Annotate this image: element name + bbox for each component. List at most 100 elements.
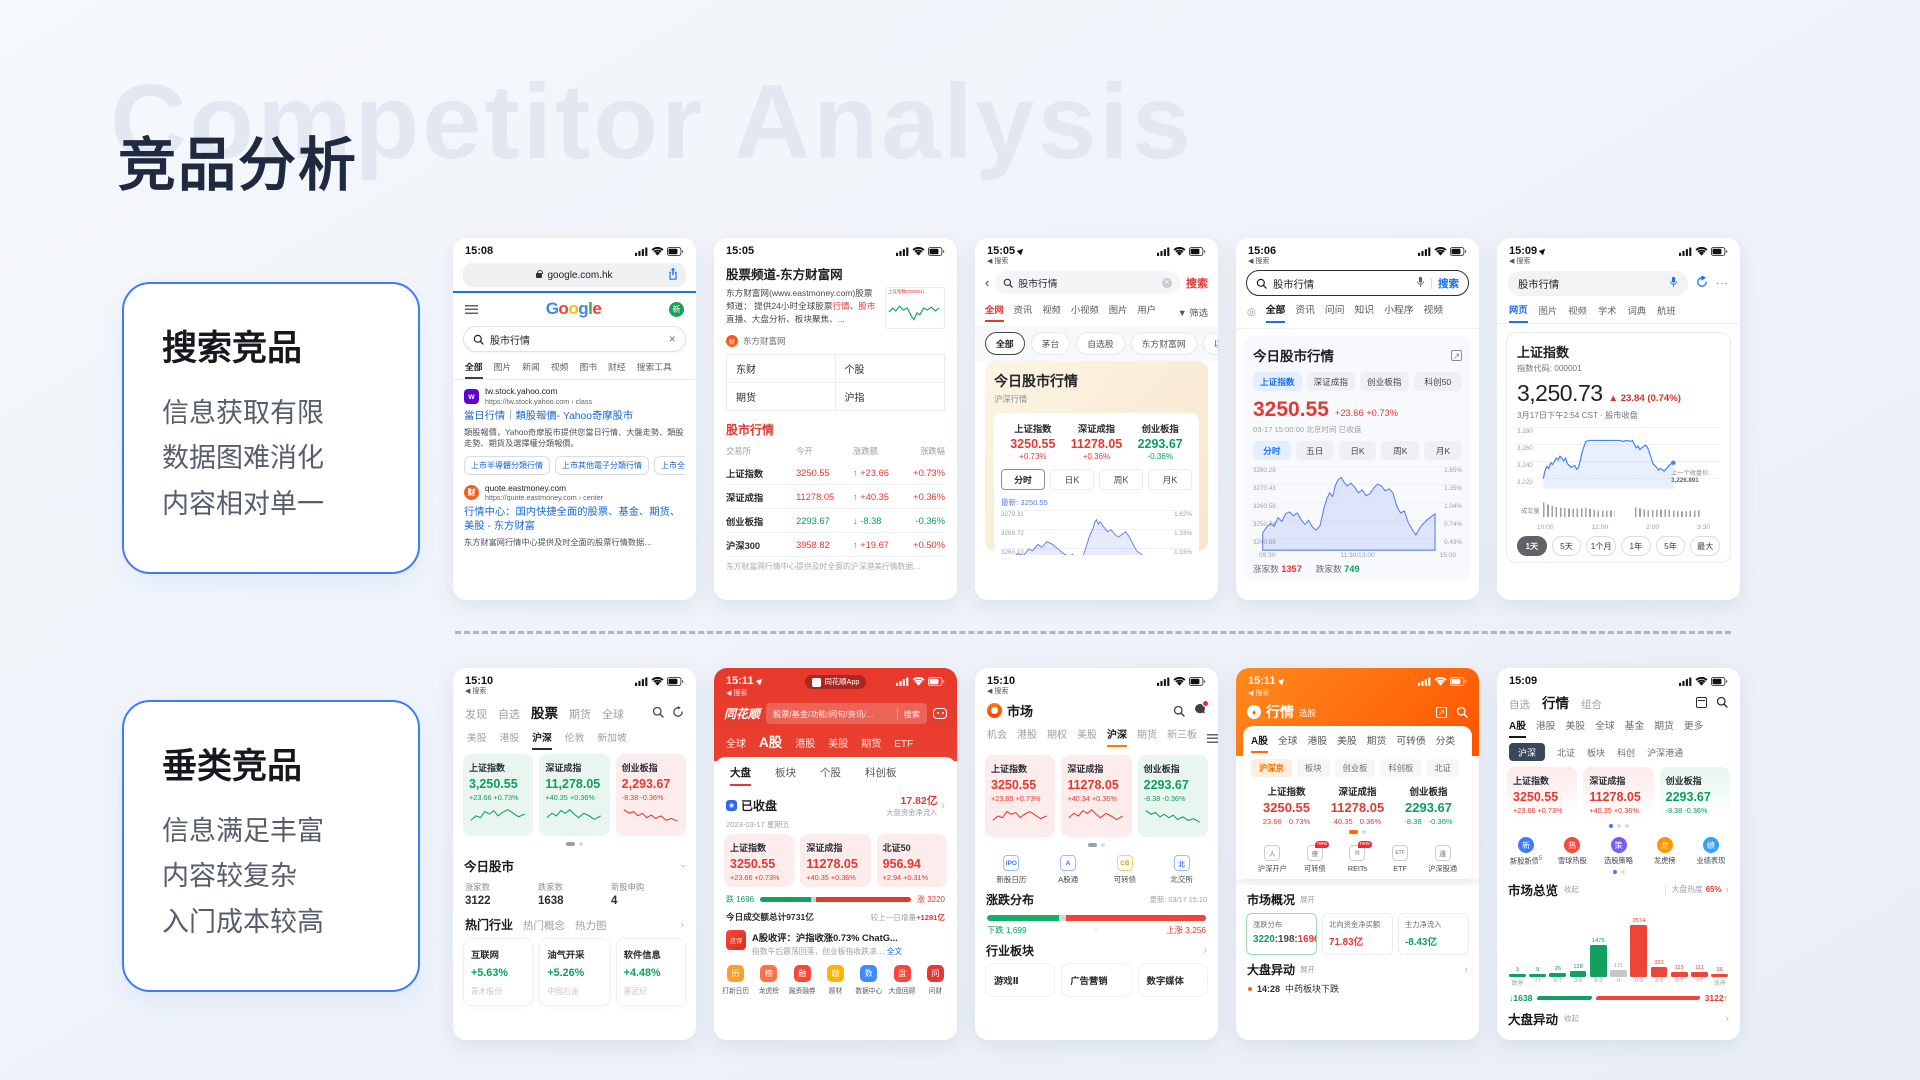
result-tab[interactable]: 搜索工具 xyxy=(636,362,672,372)
expand-toggle[interactable]: 展开 xyxy=(1300,965,1316,974)
calendar-icon[interactable] xyxy=(1696,696,1707,708)
search-tab[interactable]: 视频 xyxy=(1423,305,1444,316)
market-tab[interactable]: 港股 xyxy=(1017,730,1037,741)
nav-tab[interactable]: 行情 xyxy=(1542,696,1569,711)
board-chip[interactable]: 北证 xyxy=(1557,747,1576,758)
review-title[interactable]: A股收评：沪指收涨0.73% ChatG... xyxy=(752,933,898,943)
shortcut-item[interactable]: 题题材 xyxy=(820,965,851,995)
feature-item[interactable]: 人沪深开户 xyxy=(1251,845,1294,874)
expand-toggle[interactable]: 展开 xyxy=(1300,895,1316,904)
kline-tab[interactable]: 分时 xyxy=(1001,469,1045,490)
share-icon[interactable]: ↗ xyxy=(1436,706,1447,718)
market-tab[interactable]: 美股 xyxy=(467,733,487,744)
board-tab[interactable]: 科创板 xyxy=(865,767,897,779)
assistant-robot-icon[interactable] xyxy=(933,708,947,719)
market-heat[interactable]: 大盘热度 65% › xyxy=(1664,883,1729,896)
board-chip[interactable]: 沪深京 xyxy=(1251,759,1292,777)
range-tab[interactable]: 1年 xyxy=(1621,536,1651,556)
search-tab[interactable]: 问问 xyxy=(1324,305,1345,316)
back-to-app-label[interactable]: ◀ 搜索 xyxy=(1248,258,1270,265)
sector-card[interactable]: 游戏Ⅱ xyxy=(985,963,1056,997)
browser-address-bar[interactable]: google.com.hk xyxy=(463,263,686,287)
hot-tab[interactable]: 热力图 xyxy=(575,920,607,932)
board-chip[interactable]: 科创板 xyxy=(1380,759,1422,777)
feature-item[interactable]: CB 可转债 xyxy=(1097,855,1154,885)
result-tab[interactable]: 全部 xyxy=(465,360,483,379)
index-card[interactable]: 北证50 956.94 +2.94 +0.31% xyxy=(876,834,947,887)
sector-card[interactable]: 广告营销 xyxy=(1061,963,1132,997)
feature-item[interactable]: 龙龙虎榜 xyxy=(1642,837,1688,866)
main-inflow-card[interactable]: 主力净流入 -8.43亿 xyxy=(1398,913,1469,955)
quick-link[interactable]: 沪指 xyxy=(844,393,865,404)
search-tab[interactable]: 全网 xyxy=(985,302,1004,322)
clear-icon[interactable]: ✕ xyxy=(1162,277,1172,288)
index-card[interactable]: 上证指数 3250.55 +23.65 +0.73% xyxy=(985,755,1056,837)
market-tab[interactable]: 美股 xyxy=(1337,736,1357,747)
index-item[interactable]: 上证指数 3250.55 +0.73% xyxy=(1010,424,1056,461)
feature-item[interactable]: 新新股新债5 xyxy=(1503,837,1549,866)
market-tab[interactable]: 可转债 xyxy=(1396,736,1426,747)
collapse-toggle[interactable]: 收起 xyxy=(1564,1014,1580,1024)
market-tab[interactable]: A股 xyxy=(1509,718,1526,738)
market-review[interactable]: 点评 A股收评：沪指收涨0.73% ChatG... 指数午后震荡回落，创业板指… xyxy=(714,923,957,957)
chevron-down-icon[interactable]: › xyxy=(677,863,690,868)
refresh-icon[interactable] xyxy=(672,706,684,718)
shortcut-item[interactable]: 融融资融券 xyxy=(787,965,818,995)
chevron-right-icon[interactable]: › xyxy=(1464,963,1468,976)
back-to-app-label[interactable]: ◀ 搜索 xyxy=(726,690,748,697)
mic-icon[interactable] xyxy=(1416,276,1425,291)
hot-sector-card[interactable]: 油气开采 +5.26% 中国石油 xyxy=(539,938,610,1006)
hot-sector-card[interactable]: 软件信息 +4.48% 寒武纪 xyxy=(615,938,686,1006)
hamburger-menu-icon[interactable] xyxy=(465,304,478,314)
range-tab[interactable]: 1个月 xyxy=(1586,536,1617,556)
search-tab[interactable]: 资讯 xyxy=(1013,305,1033,315)
quick-link[interactable]: 个股 xyxy=(835,355,944,383)
suggestion-chip[interactable]: 以岭药业 xyxy=(1202,332,1218,355)
market-tab[interactable]: 新三板 xyxy=(1167,730,1197,741)
back-to-app-label[interactable]: ◀ 搜索 xyxy=(465,688,487,695)
market-tab[interactable]: 全球 xyxy=(726,739,746,750)
shortcut-item[interactable]: 历打新日历 xyxy=(720,965,751,995)
board-chip[interactable]: 板块 xyxy=(1587,747,1606,758)
search-tab[interactable]: 小视频 xyxy=(1070,305,1099,315)
index-card[interactable]: 深证成指 11278.05 +40.34 +0.36% xyxy=(1061,755,1132,837)
more-tabs-icon[interactable] xyxy=(1207,734,1218,743)
market-tab[interactable]: 沪深 xyxy=(1107,726,1127,747)
range-tab[interactable]: 5天 xyxy=(1551,536,1582,556)
chevron-right-icon[interactable]: › xyxy=(680,918,684,931)
market-tab[interactable]: 期货 xyxy=(1654,721,1674,732)
search-button[interactable]: 搜索 xyxy=(896,707,920,720)
kline-tab[interactable]: 分时 xyxy=(1253,441,1291,460)
index-card[interactable]: 创业板指 2293.67 -8.38 -0.36% xyxy=(1659,767,1730,820)
search-tab[interactable]: 用户 xyxy=(1137,305,1156,315)
market-tab[interactable]: 伦敦 xyxy=(564,733,585,744)
market-tab[interactable]: 期货 xyxy=(861,739,882,750)
search-tab[interactable]: 资讯 xyxy=(1295,305,1315,316)
search-result[interactable]: 财 quote.eastmoney.com https://quote.east… xyxy=(464,483,685,502)
sitelink-chip[interactable]: 上市全部 xyxy=(654,455,685,475)
search-button[interactable]: 搜索 xyxy=(1186,277,1208,290)
range-tab[interactable]: 最大 xyxy=(1690,536,1721,556)
board-chip[interactable]: 创业板 xyxy=(1334,759,1376,777)
messages-icon[interactable] xyxy=(1194,699,1209,720)
result-tab[interactable]: 图书 xyxy=(579,362,598,372)
sitelink-chip[interactable]: 上市半導體分類行情 xyxy=(464,455,550,475)
search-input[interactable]: 股市行情 xyxy=(1508,271,1688,296)
more-icon[interactable]: ··· xyxy=(1716,278,1729,289)
back-to-app-label[interactable]: ◀ 搜索 xyxy=(987,688,1009,695)
market-tab[interactable]: 更多 xyxy=(1683,721,1704,732)
external-link-icon[interactable]: ↗ xyxy=(1451,349,1462,361)
search-tab[interactable]: 小程序 xyxy=(1384,305,1414,316)
hot-tab[interactable]: 热门行业 xyxy=(465,918,514,932)
result-tab[interactable]: 新闻 xyxy=(522,362,540,372)
market-tab[interactable]: 港股 xyxy=(1307,736,1328,747)
market-tab[interactable]: 沪深 xyxy=(532,730,552,750)
index-card[interactable]: 上证指数 3250.55 +23.66 +0.73% xyxy=(724,834,795,887)
market-tab[interactable]: 全球 xyxy=(1277,736,1298,747)
market-tab[interactable]: A股 xyxy=(759,735,783,750)
search-tab[interactable]: 全部 xyxy=(1265,302,1286,323)
index-card[interactable]: 创业板指 2,293.67 -8.38 -0.36% xyxy=(615,754,686,836)
result-tab[interactable]: 财经 xyxy=(608,362,626,372)
board-chip[interactable]: 板块 xyxy=(1296,759,1330,777)
nav-tab[interactable]: 全球 xyxy=(602,709,624,721)
